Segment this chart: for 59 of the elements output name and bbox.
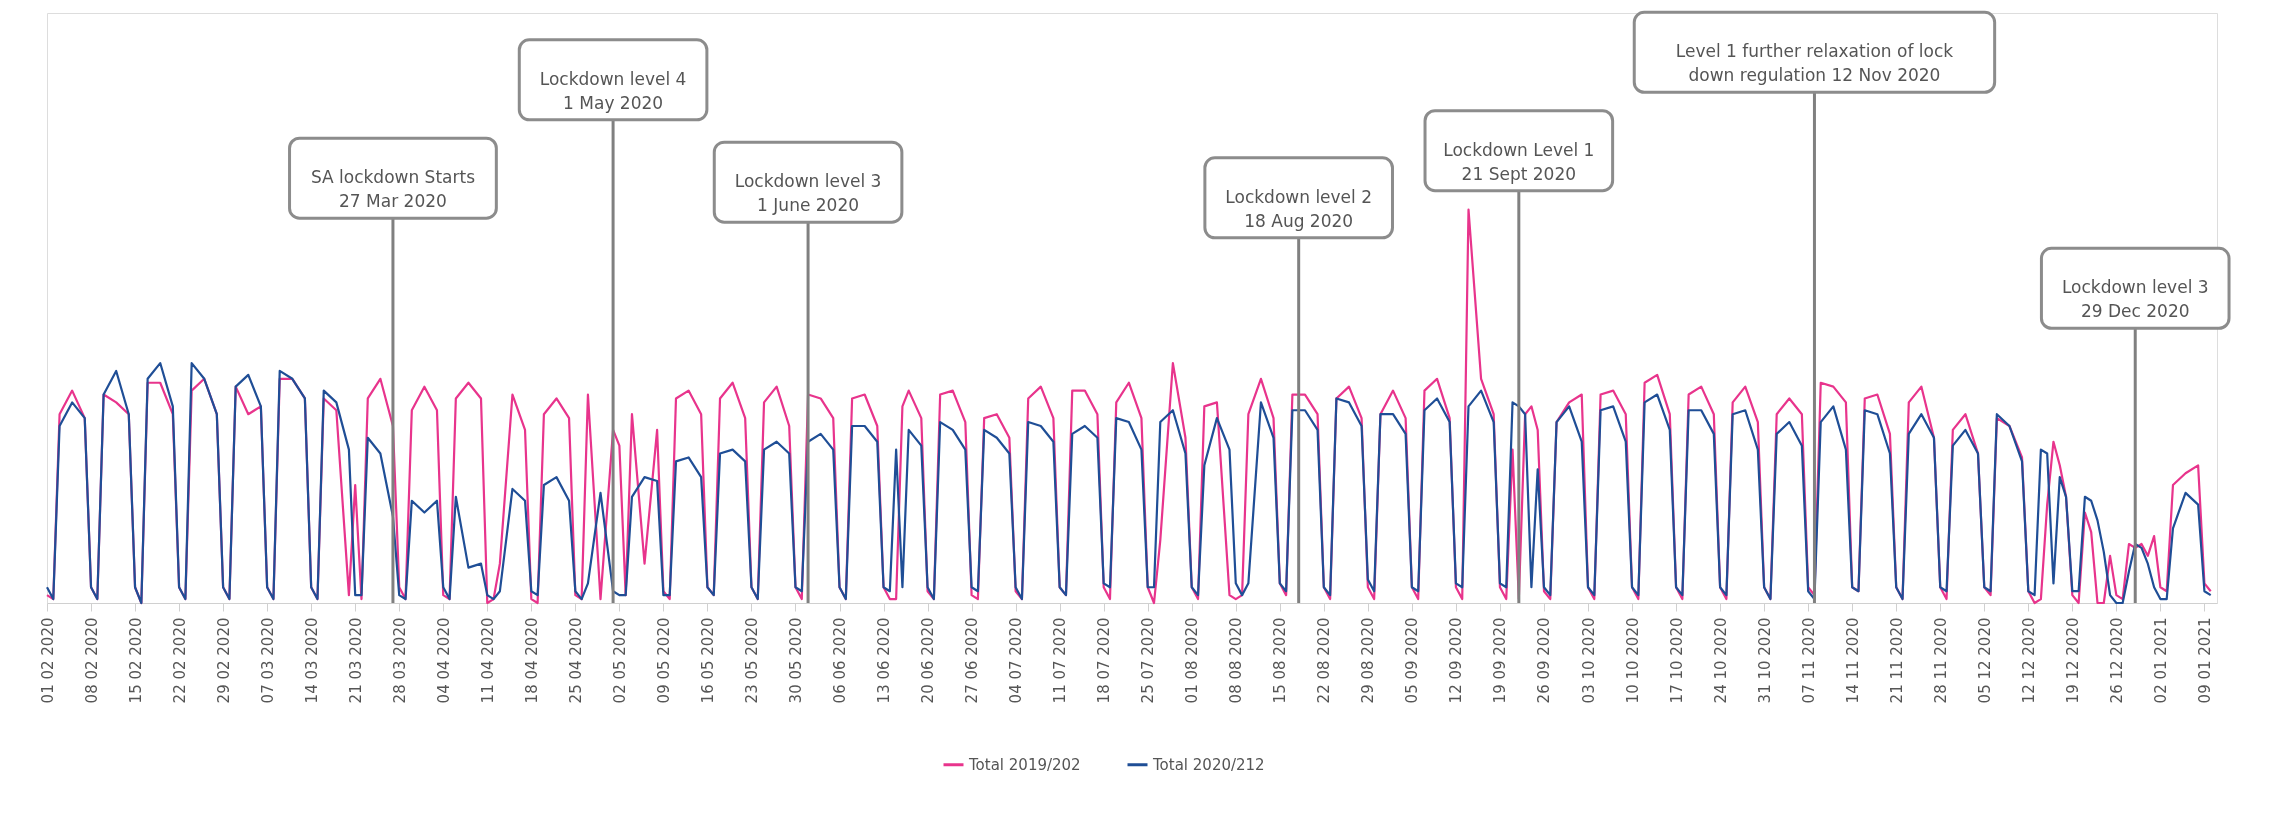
- x-tick-label: 09 05 2020: [654, 617, 673, 704]
- x-tick-label: 16 05 2020: [698, 617, 717, 704]
- x-tick-label: 18 07 2020: [1095, 617, 1114, 704]
- x-tick-label: 14 11 2020: [1843, 617, 1862, 704]
- ref-line-label: Lockdown level 2 18 Aug 2020: [1225, 186, 1373, 231]
- x-tick-label: 15 08 2020: [1271, 617, 1290, 704]
- x-tick-label: 29 02 2020: [214, 617, 233, 704]
- x-tick-label: 21 03 2020: [346, 617, 365, 704]
- x-tick-label: 07 03 2020: [258, 617, 277, 704]
- ref-line-label: SA lockdown Starts 27 Mar 2020: [310, 167, 476, 212]
- x-tick-label: 17 10 2020: [1667, 617, 1686, 704]
- x-tick-label: 31 10 2020: [1755, 617, 1774, 704]
- x-tick-label: 12 09 2020: [1447, 617, 1466, 704]
- x-tick-label: 25 07 2020: [1139, 617, 1158, 704]
- x-tick-label: 05 12 2020: [1975, 617, 1994, 704]
- x-tick-label: 26 12 2020: [2107, 617, 2126, 704]
- ref-line-label: Level 1 further relaxation of lock down regulation 12 Nov 2020: [1675, 41, 1954, 86]
- x-tick-label: 28 03 2020: [390, 617, 409, 704]
- x-tick-label: 08 08 2020: [1227, 617, 1246, 704]
- x-tick-label: 03 10 2020: [1579, 617, 1598, 704]
- x-tick-label: 13 06 2020: [875, 617, 894, 704]
- x-tick-label: 09 01 2021: [2195, 617, 2214, 704]
- x-tick-label: 04 04 2020: [434, 617, 453, 704]
- x-tick-label: 29 08 2020: [1359, 617, 1378, 704]
- x-tick-label: 01 08 2020: [1183, 617, 1202, 704]
- x-tick-label: 27 06 2020: [963, 617, 982, 704]
- x-tick-label: 11 07 2020: [1051, 617, 1070, 704]
- ref-line-label: Lockdown Level 1 21 Sept 2020: [1443, 139, 1595, 184]
- x-tick-label: 07 11 2020: [1799, 617, 1818, 704]
- x-tick-label: 22 08 2020: [1315, 617, 1334, 704]
- x-tick-label: 26 09 2020: [1535, 617, 1554, 704]
- ref-line-label: Lockdown level 3 1 June 2020: [734, 171, 882, 216]
- ref-line-label: Lockdown level 3 29 Dec 2020: [2061, 277, 2209, 322]
- x-tick-label: 19 12 2020: [2063, 617, 2082, 704]
- x-tick-label: 30 05 2020: [786, 617, 805, 704]
- x-tick-label: 18 04 2020: [522, 617, 541, 704]
- x-tick-label: 02 01 2021: [2151, 617, 2170, 704]
- x-tick-label: 20 06 2020: [919, 617, 938, 704]
- x-tick-label: 22 02 2020: [170, 617, 189, 704]
- x-tick-label: 21 11 2020: [1887, 617, 1906, 704]
- x-tick-label: 12 12 2020: [2019, 617, 2038, 704]
- ref-line-label: Lockdown level 4 1 May 2020: [539, 68, 687, 113]
- x-tick-label: 24 10 2020: [1711, 617, 1730, 704]
- x-tick-label: 25 04 2020: [566, 617, 585, 704]
- x-tick-label: 10 10 2020: [1623, 617, 1642, 704]
- x-tick-label: 19 09 2020: [1491, 617, 1510, 704]
- x-tick-label: 04 07 2020: [1007, 617, 1026, 704]
- x-tick-label: 05 09 2020: [1403, 617, 1422, 704]
- x-tick-label: 15 02 2020: [126, 617, 145, 704]
- x-tick-label: 14 03 2020: [302, 617, 321, 704]
- x-tick-label: 11 04 2020: [478, 617, 497, 704]
- x-tick-label: 08 02 2020: [82, 617, 101, 704]
- x-tick-label: 23 05 2020: [742, 617, 761, 704]
- x-tick-label: 06 06 2020: [831, 617, 850, 704]
- x-tick-label: 28 11 2020: [1931, 617, 1950, 704]
- legend-label: Total 2020/212: [1152, 755, 1265, 774]
- x-tick-label: 02 05 2020: [610, 617, 629, 704]
- legend-label: Total 2019/202: [968, 755, 1081, 774]
- x-tick-label: 01 02 2020: [38, 617, 57, 704]
